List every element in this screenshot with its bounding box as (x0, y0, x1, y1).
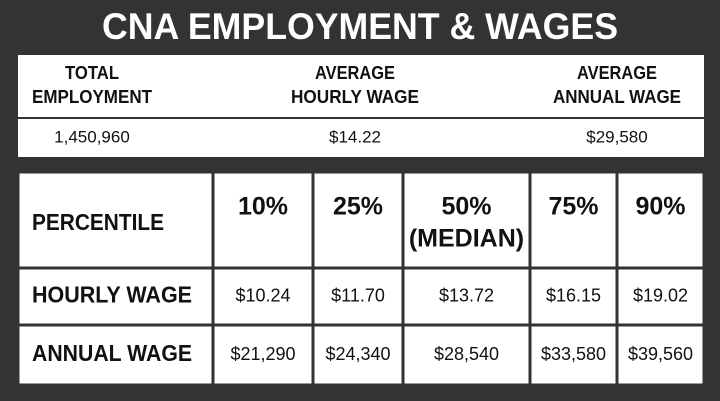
summary-header: AVERAGE (577, 63, 657, 83)
table-cell (528, 170, 619, 270)
table-cell (528, 266, 619, 327)
table-cell (615, 323, 706, 387)
summary-header: HOURLY WAGE (291, 87, 419, 107)
column-header: 90% (635, 193, 685, 221)
summary-value: $29,580 (586, 127, 647, 146)
cell-value: $11.70 (331, 285, 385, 305)
column-header: (MEDIAN) (409, 225, 524, 253)
summary-header: TOTAL (65, 63, 119, 83)
row-label: HOURLY WAGE (32, 282, 192, 308)
summary-header: ANNUAL WAGE (553, 87, 681, 107)
cell-value: $28,540 (434, 344, 499, 364)
cell-value: $13.72 (439, 285, 494, 305)
corner-label: PERCENTILE (32, 209, 164, 235)
column-header: 10% (238, 193, 288, 221)
cell-value: $39,560 (628, 344, 693, 364)
table-cell (528, 323, 619, 387)
cell-value: $24,340 (325, 344, 390, 364)
summary-value: 1,450,960 (54, 127, 130, 146)
column-header: 50% (441, 193, 491, 221)
column-header: 75% (548, 193, 598, 221)
row-label: ANNUAL WAGE (32, 340, 192, 366)
summary-value: $14.22 (329, 127, 381, 146)
title: CNA EMPLOYMENT & WAGES (102, 6, 618, 47)
cell-value: $19.02 (633, 285, 688, 305)
table-cell (211, 170, 315, 270)
cell-value: $16.15 (546, 285, 601, 305)
table-cell (16, 323, 215, 387)
cell-value: $33,580 (541, 344, 606, 364)
summary-box (18, 55, 704, 157)
cell-value: $21,290 (230, 344, 295, 364)
table-cell (311, 170, 405, 270)
table-cell (211, 323, 315, 387)
table-cell (615, 170, 706, 270)
column-header: 25% (333, 193, 383, 221)
cell-value: $10.24 (235, 285, 290, 305)
table-cell (615, 266, 706, 327)
summary-header: EMPLOYMENT (32, 87, 152, 107)
summary-header: AVERAGE (315, 63, 395, 83)
table-cell (401, 323, 532, 387)
